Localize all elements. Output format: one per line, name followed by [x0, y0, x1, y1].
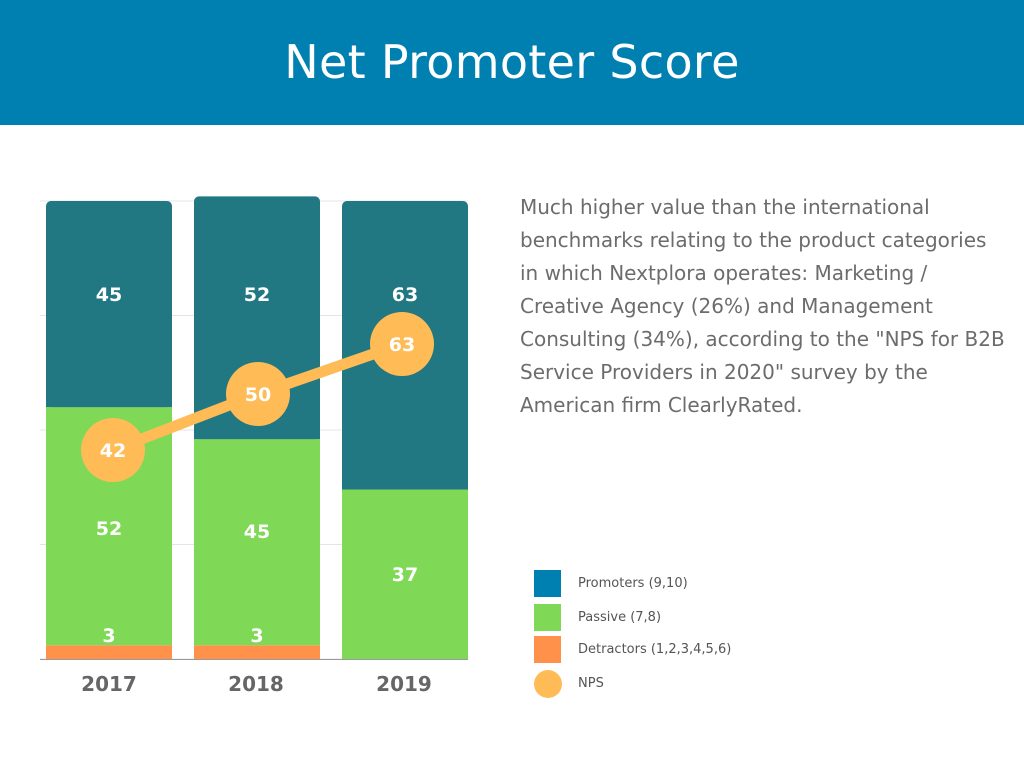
bar-promoters-base-2019 [342, 481, 468, 490]
legend-item-passive: Passive (7,8) [534, 604, 834, 632]
legend-label-nps: NPS [578, 676, 604, 691]
legend-swatch-nps [534, 670, 562, 698]
bar-label-passive-2019: 37 [392, 564, 418, 586]
nps-point-2017 [81, 418, 145, 482]
nps-point-2018 [226, 362, 290, 426]
bar-promoters-base-2017 [46, 399, 172, 408]
legend-item-nps: NPS [534, 670, 834, 698]
legend-label-passive: Passive (7,8) [578, 610, 662, 625]
bar-promoters-base-2018 [194, 431, 320, 440]
legend-label-detractors: Detractors (1,2,3,4,5,6) [578, 642, 732, 657]
bar-label-promoters-2018: 52 [244, 284, 270, 306]
bar-label-passive-2018: 45 [244, 521, 270, 543]
legend-item-promoters: Promoters (9,10) [534, 570, 834, 598]
legend-swatch-passive [534, 604, 561, 631]
bar-detractors-2018 [194, 645, 320, 659]
bar-label-passive-2017: 52 [96, 518, 122, 540]
nps-chart: 3 3 52 45 37 45 52 63 42 50 63 2017 2018 2019 [40, 196, 468, 696]
x-tick-label-2018: 2018 [228, 672, 284, 696]
nps-label-2018: 50 [245, 384, 271, 406]
bar-label-promoters-2017: 45 [96, 284, 122, 306]
nps-label-2017: 42 [100, 440, 126, 462]
description-text: Much higher value than the international… [520, 195, 1005, 417]
legend-swatch-detractors [534, 636, 561, 663]
nps-label-2019: 63 [389, 334, 415, 356]
x-tick-label-2019: 2019 [376, 672, 432, 696]
nps-point-2019 [370, 312, 434, 376]
x-tick-label-2017: 2017 [81, 672, 137, 696]
bar-label-detractors-2017: 3 [102, 625, 115, 647]
bar-label-promoters-2019: 63 [392, 284, 418, 306]
bar-label-detractors-2018: 3 [250, 625, 263, 647]
bar-passive-2019 [342, 489, 468, 659]
bar-passive-2018 [194, 439, 320, 646]
bar-promoters-2017 [46, 201, 172, 408]
page-title: Net Promoter Score [284, 34, 740, 89]
legend-item-detractors: Detractors (1,2,3,4,5,6) [534, 636, 834, 664]
legend-swatch-promoters [534, 570, 561, 597]
bar-detractors-2017 [46, 645, 172, 659]
header-banner: Net Promoter Score [0, 0, 1024, 125]
legend-label-promoters: Promoters (9,10) [578, 576, 688, 591]
